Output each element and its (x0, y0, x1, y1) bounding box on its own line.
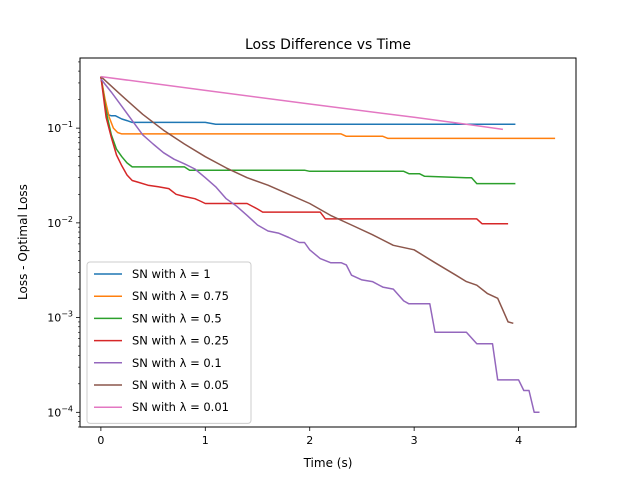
y-tick-label: 10−2 (47, 215, 73, 230)
plot-frame (79, 57, 577, 428)
legend-label: SN with λ = 0.25 (132, 334, 229, 348)
legend-label: SN with λ = 0.75 (132, 289, 229, 303)
legend-label: SN with λ = 0.01 (132, 400, 229, 414)
legend-box (86, 261, 252, 424)
x-tick-label: 1 (202, 434, 209, 447)
y-tick-label: 10−4 (47, 404, 73, 419)
y-axis: 10−4 10−3 10−2 10−1 (47, 61, 80, 428)
series-line-7 (100, 75, 504, 131)
plot-lines (100, 75, 556, 414)
y-tick-label: 10−3 (47, 310, 73, 325)
legend-label: SN with λ = 0.05 (132, 378, 229, 392)
x-tick-label: 0 (97, 434, 104, 447)
y-tick-label: 10−1 (47, 120, 73, 135)
x-axis: 0 1 2 3 4 (97, 427, 522, 447)
x-axis-label: Time (s) (303, 456, 353, 470)
x-tick-label: 3 (411, 434, 418, 447)
legend-label: SN with λ = 0.5 (132, 311, 222, 325)
chart-title: Loss Difference vs Time (245, 37, 411, 53)
series-line-2 (100, 76, 556, 140)
legend-label: SN with λ = 0.1 (132, 356, 222, 370)
series-line-6 (100, 76, 514, 325)
legend-label: SN with λ = 1 (132, 267, 211, 281)
x-tick-label: 4 (515, 434, 522, 447)
series-line-5 (100, 78, 540, 414)
series-line-4 (100, 76, 509, 225)
series-line-1 (100, 76, 516, 125)
y-axis-label: Loss - Optimal Loss (16, 184, 30, 300)
x-tick-label: 2 (306, 434, 313, 447)
legend: SN with λ = 1 SN with λ = 0.75 SN with λ =… (86, 261, 252, 424)
